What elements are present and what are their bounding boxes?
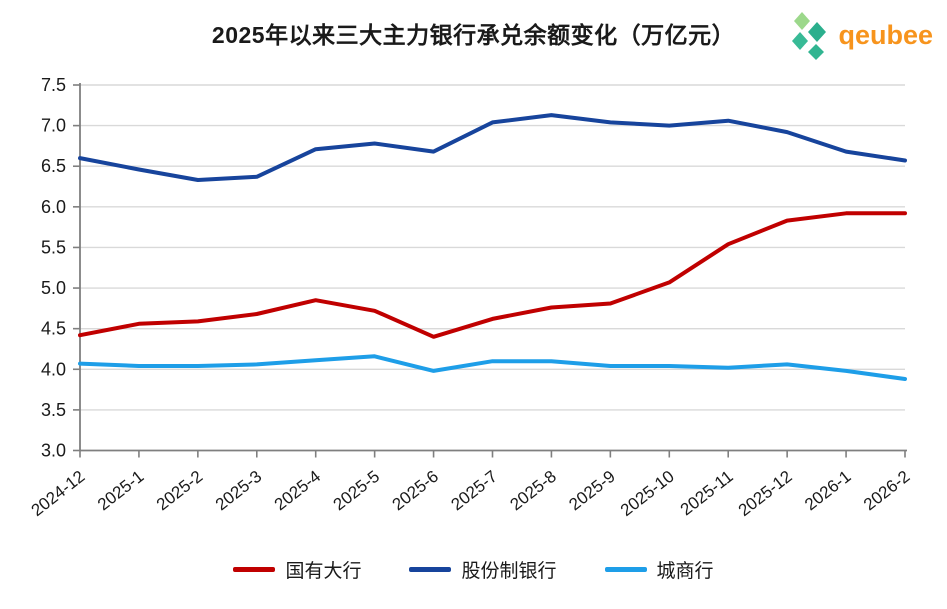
x-tick-label: 2025-2 [153,467,206,515]
y-tick-label: 6.5 [41,156,66,176]
legend-item-joint-stock-banks: 股份制银行 [409,556,557,583]
y-tick-label: 5.5 [41,237,66,257]
legend-swatch-azure [604,567,647,572]
chart-area: 3.0 3.5 4.0 4.5 5.0 5.5 6.0 6.5 7.0 7.5 2024-12 202… [28,75,914,520]
legend-swatch-navy [409,567,452,572]
y-tick-label: 4.0 [41,359,66,379]
x-tick-label: 2025-3 [212,467,265,515]
legend-label: 股份制银行 [461,561,557,582]
x-tick-label: 2025-12 [735,467,796,520]
logo-text: qeubee [838,19,933,50]
hexagon-cubes-icon [792,12,827,60]
y-tick-label: 3.5 [41,400,66,420]
legend-swatch-red [233,567,276,572]
x-tick-label: 2025-4 [271,467,324,515]
legend-item-state-owned-banks: 国有大行 [233,556,361,583]
y-tick-label: 3.0 [41,441,66,461]
x-tick-label: 2025-7 [448,467,501,515]
x-tick-label: 2025-5 [330,467,383,515]
series-line-城商行 [78,354,907,381]
x-tick-label: 2026-1 [801,467,854,515]
legend-label: 国有大行 [285,561,362,582]
x-tick-label: 2024-12 [28,467,89,520]
y-tick-label: 6.0 [41,197,66,217]
series-line-股份制银行 [78,113,907,182]
qeubee-logo: qeubee [789,10,933,60]
y-tick-label: 5.0 [41,278,66,298]
series-line-国有大行 [78,211,907,339]
y-tick-label: 7.0 [41,116,66,136]
x-tick-label: 2025-11 [677,467,737,520]
x-tick-label: 2025-9 [565,467,618,515]
x-tick-label: 2025-8 [506,467,559,515]
legend-label: 城商行 [656,561,714,582]
x-tick-label: 2026-2 [860,467,913,515]
legend-item-city-commercial-banks: 城商行 [604,556,714,583]
x-tick-label: 2025-10 [617,467,678,520]
chart-legend: 国有大行 股份制银行 城商行 [0,556,947,583]
x-tick-label: 2025-6 [389,467,442,515]
x-tick-label: 2025-1 [94,467,147,515]
y-tick-label: 4.5 [41,319,66,339]
y-tick-label: 7.5 [41,75,66,95]
chart-title: 2025年以来三大主力银行承兑余额变化（万亿元） [211,22,736,48]
